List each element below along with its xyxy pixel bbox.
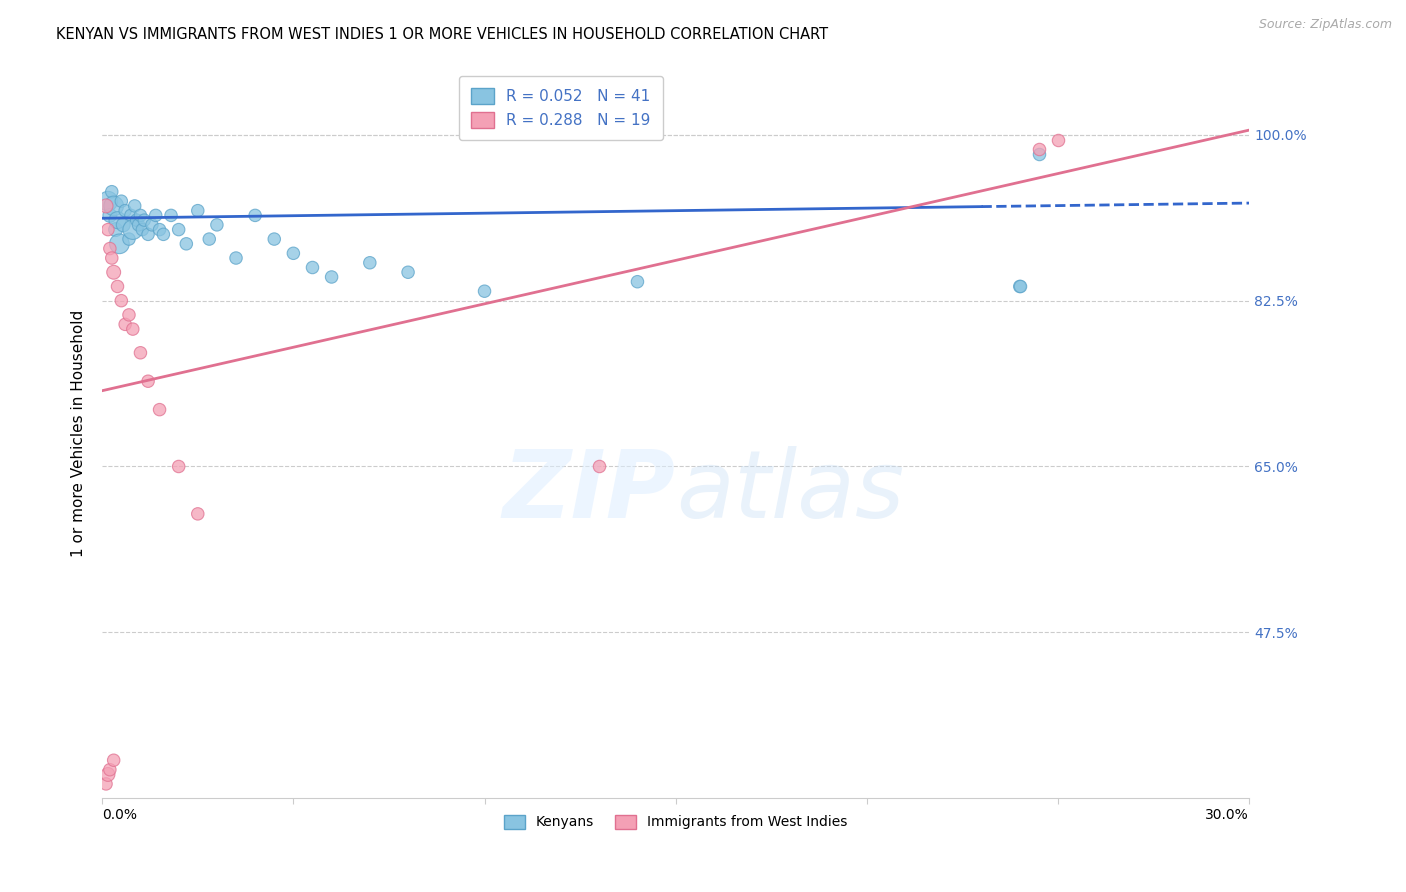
Point xyxy=(243,208,266,222)
Point xyxy=(160,208,183,222)
Point xyxy=(176,236,198,251)
Point xyxy=(103,199,125,213)
Point xyxy=(128,218,150,232)
Point xyxy=(136,227,159,242)
Point xyxy=(97,194,120,209)
Point xyxy=(114,318,136,332)
Point xyxy=(97,767,120,781)
Point xyxy=(121,222,143,236)
Point xyxy=(103,265,125,279)
Point xyxy=(94,777,117,791)
Point xyxy=(129,208,152,222)
Point xyxy=(301,260,323,275)
Point xyxy=(98,763,121,777)
Point xyxy=(100,251,122,265)
Point xyxy=(205,218,228,232)
Point xyxy=(98,208,121,222)
Point xyxy=(103,753,125,767)
Point xyxy=(263,232,285,246)
Point xyxy=(129,345,152,359)
Point xyxy=(187,203,209,218)
Point xyxy=(104,222,127,236)
Point xyxy=(125,213,148,227)
Point xyxy=(110,293,132,308)
Point xyxy=(108,236,131,251)
Point xyxy=(167,222,190,236)
Point xyxy=(110,194,132,209)
Point xyxy=(107,213,129,227)
Text: 30.0%: 30.0% xyxy=(1205,807,1249,822)
Text: atlas: atlas xyxy=(676,446,904,537)
Point xyxy=(112,218,135,232)
Point xyxy=(148,402,170,417)
Point xyxy=(136,374,159,388)
Point xyxy=(1008,279,1031,293)
Text: KENYAN VS IMMIGRANTS FROM WEST INDIES 1 OR MORE VEHICLES IN HOUSEHOLD CORRELATIO: KENYAN VS IMMIGRANTS FROM WEST INDIES 1 … xyxy=(56,27,828,42)
Point xyxy=(120,208,142,222)
Point xyxy=(474,284,496,298)
Text: Source: ZipAtlas.com: Source: ZipAtlas.com xyxy=(1258,18,1392,31)
Legend: Kenyans, Immigrants from West Indies: Kenyans, Immigrants from West Indies xyxy=(499,809,853,835)
Text: ZIP: ZIP xyxy=(503,446,676,538)
Point xyxy=(1046,132,1069,146)
Point xyxy=(198,232,221,246)
Point xyxy=(588,459,610,474)
Point xyxy=(100,185,122,199)
Point xyxy=(148,222,170,236)
Point xyxy=(187,507,209,521)
Point xyxy=(134,213,156,227)
Point xyxy=(167,459,190,474)
Point xyxy=(141,218,163,232)
Y-axis label: 1 or more Vehicles in Household: 1 or more Vehicles in Household xyxy=(72,310,86,557)
Point xyxy=(131,222,153,236)
Point xyxy=(396,265,419,279)
Point xyxy=(1028,146,1050,161)
Point xyxy=(283,246,305,260)
Point xyxy=(118,232,141,246)
Point xyxy=(152,227,174,242)
Point xyxy=(359,256,381,270)
Point xyxy=(121,322,143,336)
Point xyxy=(1008,279,1031,293)
Text: 0.0%: 0.0% xyxy=(103,807,138,822)
Point xyxy=(124,199,146,213)
Point xyxy=(1028,142,1050,156)
Point xyxy=(225,251,247,265)
Point xyxy=(145,208,167,222)
Point xyxy=(97,222,120,236)
Point xyxy=(98,242,121,256)
Point xyxy=(321,270,343,285)
Point xyxy=(114,203,136,218)
Point xyxy=(118,308,141,322)
Point xyxy=(94,199,117,213)
Point xyxy=(626,275,648,289)
Point xyxy=(107,279,129,293)
